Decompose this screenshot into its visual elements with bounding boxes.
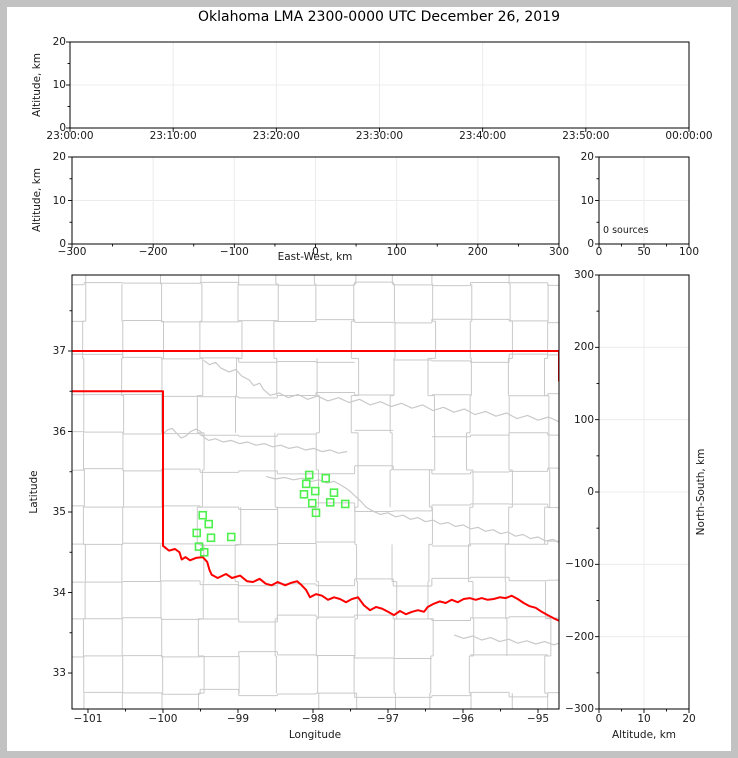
lma-station-marker — [226, 532, 236, 542]
lma-station-marker — [329, 488, 339, 497]
state-border-line — [162, 544, 559, 622]
lma-station-marker — [301, 479, 311, 489]
lma-station-marker — [199, 547, 209, 557]
lma-station-marker — [321, 473, 331, 483]
altitude-stats-plot-area[interactable] — [599, 157, 689, 244]
north-south-height-plot-area[interactable] — [599, 275, 689, 709]
river-line — [162, 427, 348, 454]
figure-background — [7, 7, 731, 751]
east-west-height-plot-area[interactable] — [72, 157, 559, 244]
lma-station-marker — [299, 489, 309, 499]
lma-station-marker — [311, 508, 321, 518]
map-layers — [72, 275, 559, 709]
lma-station-marker — [310, 486, 320, 496]
river-line — [203, 360, 559, 423]
lma-station-marker — [307, 498, 317, 508]
lma-station-marker — [204, 519, 214, 529]
state-border-line — [72, 390, 164, 547]
plan-view-map-plot-area[interactable] — [72, 275, 559, 709]
lma-station-marker — [198, 510, 208, 520]
lma-station-marker — [304, 470, 314, 480]
time-height-plot-area[interactable] — [70, 42, 689, 128]
lma-station-marker — [192, 528, 202, 538]
lma-station-marker — [206, 533, 216, 543]
lma-station-marker — [194, 542, 204, 551]
lma-station-marker — [340, 499, 350, 509]
river-line — [454, 634, 559, 646]
lma-station-marker — [325, 498, 335, 507]
